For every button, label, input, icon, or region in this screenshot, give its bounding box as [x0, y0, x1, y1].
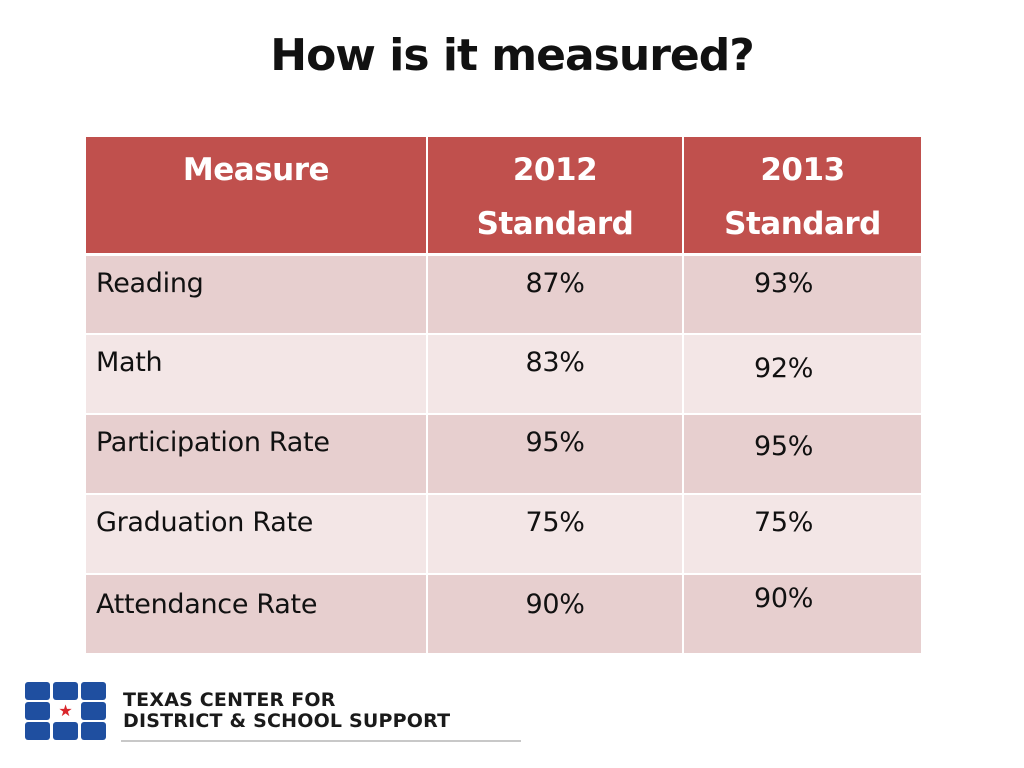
- logo-square: [81, 722, 106, 740]
- measures-table: Measure 2012 Standard 2013 Standard Read…: [86, 137, 921, 655]
- header-2013-year: 2013: [760, 152, 845, 188]
- row-2012-value: 83%: [427, 334, 684, 415]
- row-measure-name: Reading: [86, 254, 428, 335]
- table-row: Reading 87% 93%: [86, 254, 921, 335]
- star-icon: ★: [58, 701, 73, 720]
- table-row: Participation Rate 95% 95%: [86, 414, 921, 495]
- logo-line-2: DISTRICT & SCHOOL SUPPORT: [123, 710, 451, 732]
- logo-grid-icon: ★: [25, 682, 107, 744]
- row-measure-name: Graduation Rate: [86, 494, 428, 575]
- row-2012-value: 75%: [427, 494, 684, 575]
- row-measure-name: Participation Rate: [86, 414, 428, 495]
- logo-square: [53, 722, 78, 740]
- table-row: Math 83% 92%: [86, 334, 921, 415]
- row-measure-name: Attendance Rate: [86, 574, 428, 655]
- header-measure-label: Measure: [182, 152, 330, 188]
- header-2013-standard: 2013 Standard: [683, 137, 921, 256]
- logo-square: [25, 702, 50, 720]
- logo-square: [25, 682, 50, 700]
- row-2013-value: 93%: [683, 254, 921, 335]
- logo-square: [53, 682, 78, 700]
- row-measure-name: Math: [86, 334, 428, 415]
- table-row: Attendance Rate 90% 90%: [86, 574, 921, 655]
- logo-line-1: TEXAS CENTER FOR: [123, 689, 336, 711]
- row-2013-value: 90%: [683, 574, 921, 655]
- organization-logo: ★ TEXAS CENTER FOR DISTRICT & SCHOOL SUP…: [25, 682, 525, 744]
- page-title: How is it measured?: [270, 30, 755, 81]
- header-measure: Measure: [86, 137, 428, 256]
- table-row: Graduation Rate 75% 75%: [86, 494, 921, 575]
- row-2012-value: 90%: [427, 574, 684, 655]
- row-2013-value: 92%: [683, 334, 921, 415]
- logo-underline: [121, 740, 521, 742]
- row-2013-value: 75%: [683, 494, 921, 575]
- header-2012-year: 2012: [512, 152, 598, 188]
- logo-square: [81, 702, 106, 720]
- logo-square: [81, 682, 106, 700]
- header-2012-label: Standard: [476, 206, 634, 242]
- header-2013-label: Standard: [724, 206, 881, 242]
- row-2013-value: 95%: [683, 414, 921, 495]
- header-2012-standard: 2012 Standard: [427, 137, 684, 256]
- logo-text: TEXAS CENTER FOR DISTRICT & SCHOOL SUPPO…: [123, 690, 450, 732]
- table-header-row: Measure 2012 Standard 2013 Standard: [86, 137, 921, 256]
- row-2012-value: 87%: [427, 254, 684, 335]
- row-2012-value: 95%: [427, 414, 684, 495]
- logo-square: [25, 722, 50, 740]
